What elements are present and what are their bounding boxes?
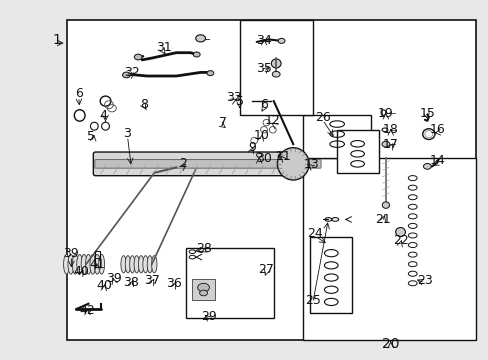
Text: 9: 9 xyxy=(247,141,255,154)
Text: 39: 39 xyxy=(106,272,122,285)
FancyBboxPatch shape xyxy=(192,279,214,300)
Text: 21: 21 xyxy=(375,213,390,226)
Circle shape xyxy=(199,290,207,296)
Ellipse shape xyxy=(129,256,135,273)
Text: 15: 15 xyxy=(419,107,434,120)
Text: 40: 40 xyxy=(73,265,89,278)
Ellipse shape xyxy=(94,255,100,274)
Ellipse shape xyxy=(77,255,82,274)
Circle shape xyxy=(122,72,130,78)
Ellipse shape xyxy=(121,256,126,273)
Text: 42: 42 xyxy=(80,305,95,318)
Circle shape xyxy=(272,71,280,77)
Ellipse shape xyxy=(99,255,104,274)
Circle shape xyxy=(193,52,200,57)
Ellipse shape xyxy=(142,256,148,273)
Text: 16: 16 xyxy=(428,123,444,136)
Ellipse shape xyxy=(271,59,281,68)
Ellipse shape xyxy=(63,255,69,274)
Bar xyxy=(66,21,475,339)
Text: 2: 2 xyxy=(179,157,187,170)
FancyBboxPatch shape xyxy=(93,152,298,176)
Text: 32: 32 xyxy=(124,66,140,79)
Bar xyxy=(303,116,370,158)
Text: 33: 33 xyxy=(225,91,241,104)
Ellipse shape xyxy=(138,256,143,273)
Circle shape xyxy=(206,71,213,76)
Text: 3: 3 xyxy=(123,127,131,140)
Circle shape xyxy=(423,163,430,169)
Text: 11: 11 xyxy=(275,150,291,163)
Text: 28: 28 xyxy=(196,242,212,255)
Bar xyxy=(95,251,100,267)
Text: 19: 19 xyxy=(377,107,393,120)
Text: 37: 37 xyxy=(143,274,160,287)
Text: 26: 26 xyxy=(314,111,330,124)
Circle shape xyxy=(278,39,285,43)
Text: 35: 35 xyxy=(256,62,271,75)
Ellipse shape xyxy=(147,256,152,273)
Ellipse shape xyxy=(68,255,74,274)
Text: 1: 1 xyxy=(52,33,61,47)
Ellipse shape xyxy=(125,256,130,273)
Ellipse shape xyxy=(395,228,405,237)
Text: 7: 7 xyxy=(218,116,226,129)
Text: 29: 29 xyxy=(201,310,217,323)
Text: 20: 20 xyxy=(381,337,399,351)
Bar xyxy=(303,158,475,339)
Ellipse shape xyxy=(85,255,91,274)
Text: 41: 41 xyxy=(89,258,105,271)
Bar xyxy=(336,130,378,173)
Text: 36: 36 xyxy=(165,278,182,291)
Text: 18: 18 xyxy=(382,123,398,136)
Text: 23: 23 xyxy=(416,274,432,287)
Ellipse shape xyxy=(134,256,139,273)
Text: 34: 34 xyxy=(256,33,271,47)
Text: 25: 25 xyxy=(304,294,320,307)
Text: 6: 6 xyxy=(260,98,267,111)
Bar xyxy=(185,248,273,318)
Text: 31: 31 xyxy=(156,41,172,54)
Text: 27: 27 xyxy=(258,263,274,276)
Text: 8: 8 xyxy=(140,98,148,111)
Text: 5: 5 xyxy=(235,95,243,108)
Text: 24: 24 xyxy=(306,227,323,240)
Circle shape xyxy=(381,141,389,147)
Text: 14: 14 xyxy=(428,154,444,167)
Text: 13: 13 xyxy=(304,158,319,171)
Text: 39: 39 xyxy=(63,247,79,260)
Ellipse shape xyxy=(72,255,78,274)
Text: 38: 38 xyxy=(123,276,139,289)
Text: 40: 40 xyxy=(96,279,112,292)
Ellipse shape xyxy=(277,148,308,180)
Text: 6: 6 xyxy=(75,87,82,100)
Bar xyxy=(239,21,312,116)
Text: 4: 4 xyxy=(99,109,107,122)
Ellipse shape xyxy=(90,255,96,274)
Circle shape xyxy=(195,35,205,42)
FancyBboxPatch shape xyxy=(95,159,321,168)
Ellipse shape xyxy=(151,256,157,273)
Text: 17: 17 xyxy=(382,138,398,151)
Text: 10: 10 xyxy=(253,129,269,142)
Circle shape xyxy=(197,283,209,292)
Ellipse shape xyxy=(382,202,389,208)
Text: 22: 22 xyxy=(392,234,407,247)
Bar xyxy=(310,237,351,313)
Circle shape xyxy=(134,54,142,60)
Text: 5: 5 xyxy=(87,130,95,144)
Text: 30: 30 xyxy=(256,152,271,165)
Ellipse shape xyxy=(81,255,87,274)
Text: 12: 12 xyxy=(264,114,280,127)
